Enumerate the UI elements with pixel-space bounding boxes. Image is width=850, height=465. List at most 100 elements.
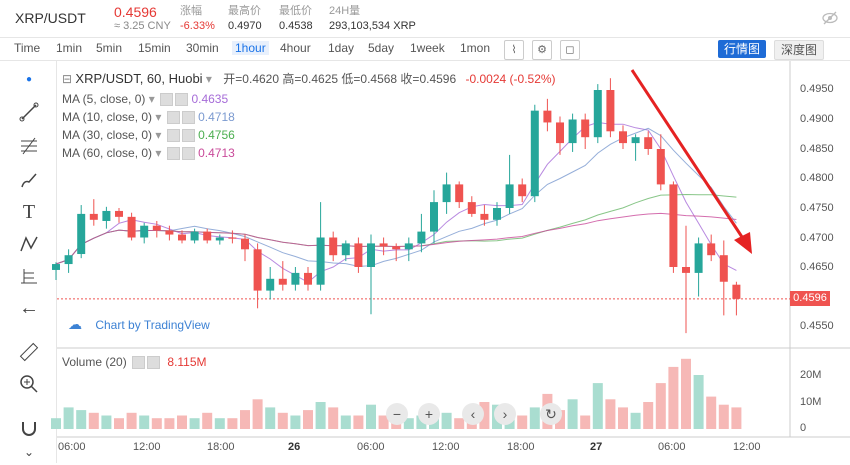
- text-icon[interactable]: T: [22, 201, 36, 223]
- tf-1day[interactable]: 1day: [328, 41, 355, 55]
- candle-body: [568, 119, 577, 144]
- trendline-icon[interactable]: [16, 99, 42, 125]
- candle-body: [644, 137, 653, 149]
- volume-bar: [706, 396, 717, 429]
- candle-body: [581, 119, 590, 138]
- candle-body: [316, 237, 325, 285]
- zoom-in-icon[interactable]: [16, 371, 42, 397]
- stat-low: 最低价 0.4538: [279, 4, 313, 34]
- y-tick: 0.4550: [800, 320, 834, 332]
- volume-bar: [592, 383, 603, 429]
- volume-settings-icon[interactable]: [132, 356, 146, 370]
- volume-bar: [88, 412, 99, 429]
- ma-remove-icon[interactable]: [175, 93, 189, 107]
- x-tick: 18:00: [207, 441, 235, 453]
- back-arrow-icon[interactable]: ←: [19, 297, 39, 319]
- tf-15min[interactable]: 15min: [138, 41, 171, 55]
- candle-body: [278, 278, 287, 285]
- depth-view-button[interactable]: 深度图: [774, 40, 824, 60]
- candle-body: [367, 243, 375, 267]
- candle-body: [656, 149, 665, 185]
- zoom-out-button[interactable]: −: [386, 403, 408, 425]
- tf-5day[interactable]: 5day: [368, 41, 395, 55]
- tf-1min[interactable]: 1min: [56, 41, 83, 55]
- volume-bar: [290, 415, 301, 429]
- volume-bar: [630, 412, 641, 429]
- volume-bar: [681, 358, 691, 429]
- ma-remove-icon[interactable]: [181, 147, 195, 161]
- x-tick: 12:00: [133, 441, 161, 453]
- stat-label: 最低价: [279, 5, 312, 17]
- candle-body: [543, 110, 552, 123]
- candle-body: [493, 208, 501, 220]
- ma-legend-10: MA (10, close, 0) ▾ 0.4718: [62, 110, 235, 125]
- ma-settings-icon[interactable]: [160, 93, 174, 107]
- candle-style-icon[interactable]: ⌇: [504, 40, 524, 60]
- stat-label: 最高价: [228, 5, 261, 17]
- legend-title: XRP/USDT, 60, Huobi: [75, 71, 203, 86]
- tradingview-watermark[interactable]: ☁ Chart by TradingView: [68, 316, 210, 333]
- volume-bar: [643, 402, 654, 429]
- magnet-icon[interactable]: [16, 415, 42, 441]
- volume-label: Volume (20): [62, 355, 127, 369]
- candle-body: [379, 243, 388, 247]
- legend-dropdown-icon[interactable]: ▾: [205, 72, 212, 86]
- last-price: 0.4596: [114, 4, 157, 20]
- stat-volume: 24H量 293,103,534 XRP: [329, 4, 416, 34]
- candle-body: [329, 237, 338, 256]
- tf-30min[interactable]: 30min: [186, 41, 219, 55]
- candle-body: [64, 255, 73, 265]
- candle-body: [341, 243, 350, 256]
- ma-settings-icon[interactable]: [166, 147, 180, 161]
- chevron-down-icon[interactable]: ⌄: [23, 445, 35, 459]
- candle-body: [455, 184, 464, 203]
- scroll-right-button[interactable]: ›: [494, 403, 516, 425]
- tf-1week[interactable]: 1week: [410, 41, 445, 55]
- x-tick: 06:00: [58, 441, 86, 453]
- settings-icon[interactable]: ⚙: [532, 40, 552, 60]
- measure-icon[interactable]: [16, 263, 42, 289]
- volume-bar: [63, 407, 74, 429]
- reset-chart-button[interactable]: ↻: [540, 403, 562, 425]
- tf-time[interactable]: Time: [14, 41, 41, 55]
- volume-remove-icon[interactable]: [147, 356, 161, 370]
- hide-eye-icon[interactable]: [822, 10, 838, 26]
- volume-bar: [164, 418, 175, 429]
- candle-body: [89, 213, 98, 220]
- pattern-icon[interactable]: [16, 231, 42, 257]
- ruler-icon[interactable]: [16, 339, 42, 365]
- candle-body: [304, 272, 312, 285]
- cursor-icon[interactable]: ●: [25, 74, 33, 85]
- volume-bar: [718, 404, 729, 429]
- volume-bar: [731, 407, 742, 429]
- candle-body: [165, 230, 174, 235]
- fib-icon[interactable]: [16, 133, 42, 159]
- tf-1hour[interactable]: 1hour: [232, 41, 269, 55]
- stat-label: 涨幅: [180, 5, 202, 17]
- candle-body: [556, 122, 564, 144]
- ma-settings-icon[interactable]: [166, 111, 180, 125]
- volume-value: 8.115M: [167, 355, 207, 369]
- scroll-left-button[interactable]: ‹: [462, 403, 484, 425]
- legend-change: -0.0024 (-0.52%): [465, 72, 556, 86]
- ma-remove-icon[interactable]: [181, 129, 195, 143]
- tf-1mon[interactable]: 1mon: [460, 41, 491, 55]
- kline-view-button[interactable]: 行情图: [718, 40, 766, 58]
- zoom-in-button[interactable]: +: [418, 403, 440, 425]
- ma-settings-icon[interactable]: [166, 129, 180, 143]
- vol-tick: 20M: [800, 369, 822, 381]
- candle-body: [694, 243, 703, 273]
- stat-value: 0.4970: [228, 20, 262, 32]
- volume-bar: [441, 412, 452, 429]
- screenshot-icon[interactable]: ◻: [560, 40, 580, 60]
- candle-body: [190, 231, 199, 241]
- volume-bar: [126, 412, 137, 429]
- tf-5min[interactable]: 5min: [96, 41, 123, 55]
- stat-value: -6.33%: [180, 20, 215, 32]
- ma-remove-icon[interactable]: [181, 111, 195, 125]
- volume-bar: [101, 415, 112, 429]
- tf-4hour[interactable]: 4hour: [280, 41, 311, 55]
- brush-icon[interactable]: [16, 167, 42, 193]
- annotation-arrow-head: [734, 232, 752, 254]
